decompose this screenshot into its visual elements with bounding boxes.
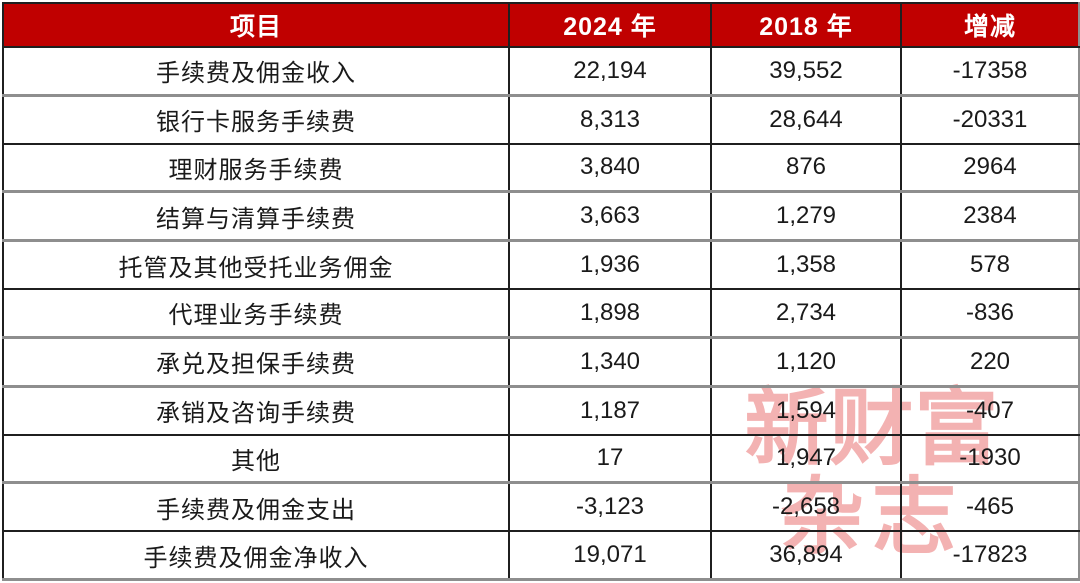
value-change: -465: [900, 481, 1079, 532]
value-2024: 1,187: [508, 384, 711, 435]
value-change: -1930: [900, 433, 1079, 483]
value-2024: 8,313: [508, 93, 711, 144]
table-row: 其他 17 1,947 -1930: [3, 433, 1079, 483]
value-2024: 1,340: [508, 335, 711, 387]
value-2024: 1,898: [508, 288, 711, 338]
row-label: 承兑及担保手续费: [3, 335, 509, 387]
value-2024: 1,936: [508, 239, 711, 290]
value-change: -17358: [900, 47, 1079, 96]
table-row: 手续费及佣金净收入 19,071 36,894 -17823: [3, 530, 1079, 580]
column-header-change: 增减: [900, 3, 1079, 48]
row-label: 理财服务手续费: [3, 142, 509, 192]
value-2018: 876: [710, 142, 901, 192]
table-header-row: 项目 2024 年 2018 年 增减: [3, 3, 1079, 48]
value-2024: 17: [508, 433, 711, 483]
table-row: 承销及咨询手续费 1,187 1,594 -407: [3, 384, 1079, 435]
row-label: 手续费及佣金净收入: [3, 530, 509, 580]
value-change: 2964: [900, 142, 1079, 192]
value-change: -407: [900, 384, 1079, 435]
value-2024: -3,123: [508, 481, 711, 532]
row-label: 托管及其他受托业务佣金: [3, 239, 509, 290]
row-label: 结算与清算手续费: [3, 190, 509, 241]
value-2018: -2,658: [710, 481, 901, 532]
value-2018: 1,947: [710, 433, 901, 483]
value-change: -17823: [900, 530, 1079, 580]
value-2018: 1,120: [710, 335, 901, 387]
row-label: 银行卡服务手续费: [3, 93, 509, 144]
column-header-2024: 2024 年: [508, 3, 711, 48]
row-label: 承销及咨询手续费: [3, 384, 509, 435]
value-2018: 28,644: [710, 93, 901, 144]
column-header-2018: 2018 年: [710, 3, 901, 48]
value-2024: 19,071: [508, 530, 711, 580]
value-2024: 3,840: [508, 142, 711, 192]
table-row: 结算与清算手续费 3,663 1,279 2384: [3, 190, 1079, 241]
row-label: 其他: [3, 433, 509, 483]
table-row: 托管及其他受托业务佣金 1,936 1,358 578: [3, 239, 1079, 290]
table-row: 承兑及担保手续费 1,340 1,120 220: [3, 335, 1079, 387]
value-2018: 1,594: [710, 384, 901, 435]
value-2024: 22,194: [508, 47, 711, 96]
value-2018: 2,734: [710, 288, 901, 338]
value-2018: 1,358: [710, 239, 901, 290]
row-label: 代理业务手续费: [3, 288, 509, 338]
row-label: 手续费及佣金收入: [156, 60, 356, 88]
value-2018: 39,552: [710, 47, 901, 96]
table-row: 代理业务手续费 1,898 2,734 -836: [3, 288, 1079, 338]
column-header-item: 项目: [3, 3, 509, 48]
table-row: 手续费及佣金支出 -3,123 -2,658 -465: [3, 481, 1079, 532]
value-2024: 3,663: [508, 190, 711, 241]
row-label: 手续费及佣金支出: [3, 481, 509, 532]
value-change: -836: [900, 288, 1079, 338]
value-change: 220: [900, 335, 1079, 387]
value-change: 2384: [900, 190, 1079, 241]
value-2018: 36,894: [710, 530, 901, 580]
table-row: 银行卡服务手续费 8,313 28,644 -20331: [3, 93, 1079, 144]
value-change: 578: [900, 239, 1079, 290]
value-change: -20331: [900, 93, 1079, 144]
value-2018: 1,279: [710, 190, 901, 241]
table-row: 手续费及佣金收入 22,194 39,552 -17358: [3, 47, 1079, 96]
table-row: 理财服务手续费 3,840 876 2964: [3, 142, 1079, 192]
